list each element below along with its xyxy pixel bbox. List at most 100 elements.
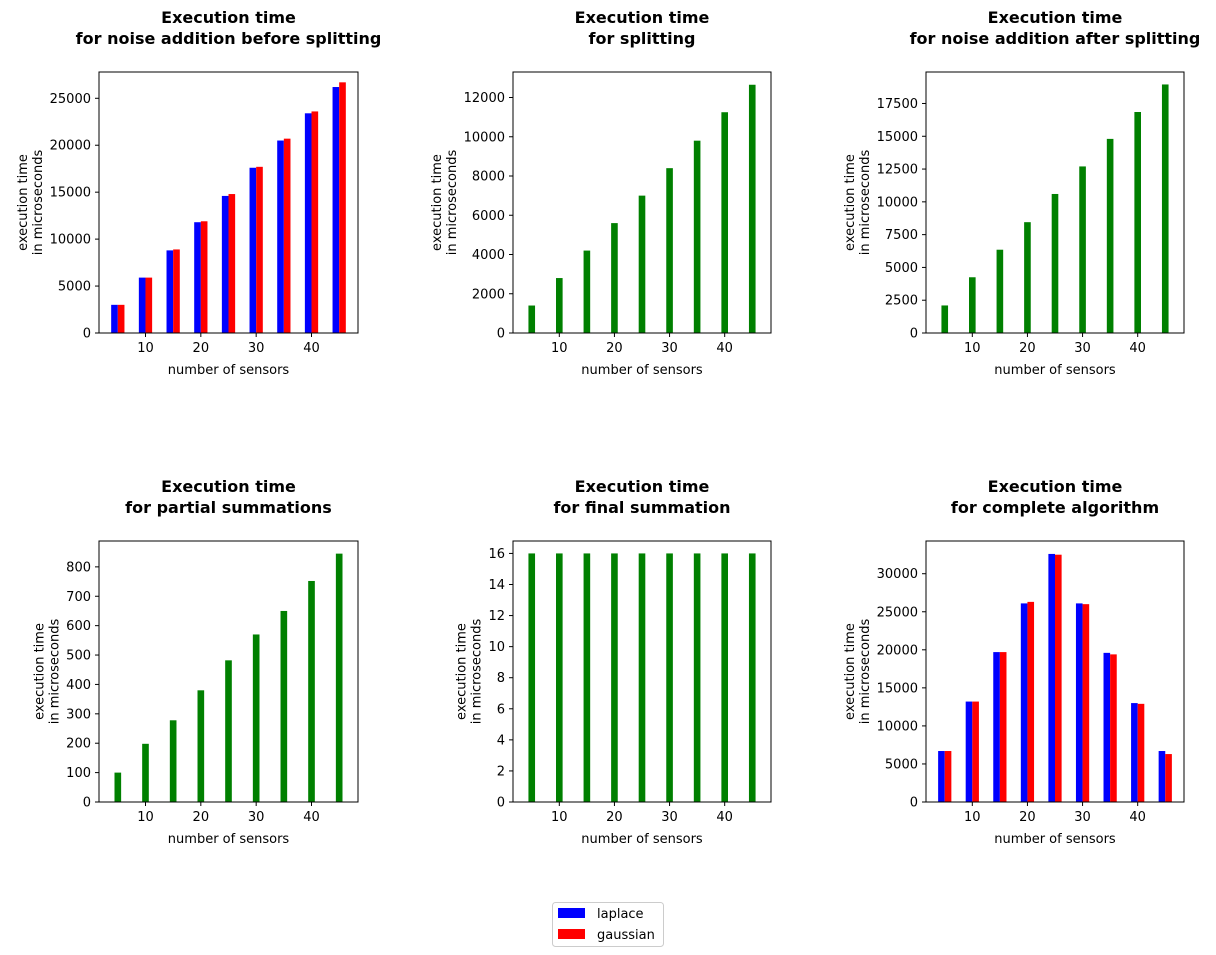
bar xyxy=(1024,222,1031,333)
y-tick-label: 0 xyxy=(83,327,91,342)
bar-gaussian xyxy=(339,82,346,334)
subplot-title: Execution time for final summation xyxy=(553,477,730,517)
bar xyxy=(693,553,701,802)
title-line: Execution time xyxy=(575,477,710,496)
x-tick-label: 20 xyxy=(1019,810,1036,825)
y-tick-label: 10 xyxy=(488,640,505,655)
x-tick-label: 40 xyxy=(1129,810,1146,825)
bar-laplace xyxy=(277,140,284,333)
y-axis-label: execution time xyxy=(843,623,858,720)
title-line: Execution time xyxy=(988,477,1123,496)
subplot-4: Execution time for partial summations 10 20… xyxy=(32,477,359,847)
subplot-title: Execution time for noise addition before … xyxy=(76,8,382,48)
x-tick-label: 40 xyxy=(716,341,733,356)
bar xyxy=(583,553,591,802)
bar xyxy=(941,305,949,333)
y-tick-label: 600 xyxy=(66,619,91,634)
legend: laplace gaussian xyxy=(552,902,664,947)
bar-gaussian xyxy=(200,221,208,333)
y-tick-label: 800 xyxy=(66,560,91,575)
axes-frame xyxy=(98,71,359,334)
bar xyxy=(1106,138,1114,333)
bar xyxy=(693,140,701,333)
bar-gaussian xyxy=(145,277,153,333)
y-tick-label: 8000 xyxy=(472,170,505,185)
bar xyxy=(748,84,756,333)
bar-gaussian xyxy=(972,701,979,802)
bar xyxy=(528,553,536,802)
legend-label-gaussian: gaussian xyxy=(597,928,655,943)
y-tick-label: 0 xyxy=(910,327,918,342)
title-line: for noise addition before splitting xyxy=(76,29,382,48)
bar-laplace xyxy=(332,87,340,334)
x-tick-label: 30 xyxy=(661,341,678,356)
title-line: for complete algorithm xyxy=(951,498,1159,517)
y-tick-label: 4000 xyxy=(472,248,505,263)
bar xyxy=(169,720,177,802)
x-tick-label: 10 xyxy=(551,810,568,825)
bar-laplace xyxy=(249,167,257,333)
y-tick-label: 10000 xyxy=(50,233,91,248)
bar-laplace xyxy=(1158,751,1166,802)
bar xyxy=(335,553,343,802)
y-tick-label: 25000 xyxy=(50,92,91,107)
subplot-title: Execution time for partial summations xyxy=(125,477,332,517)
bar-gaussian xyxy=(256,166,263,333)
axes-frame xyxy=(512,540,772,803)
bar xyxy=(556,278,563,333)
y-axis-label: in microseconds xyxy=(858,149,873,255)
bar xyxy=(1051,193,1059,333)
x-tick-label: 40 xyxy=(716,810,733,825)
y-tick-label: 6000 xyxy=(472,209,505,224)
y-tick-label: 30000 xyxy=(877,567,918,582)
x-tick-label: 10 xyxy=(964,341,981,356)
bar-laplace xyxy=(1103,652,1111,802)
bar-gaussian xyxy=(1055,554,1062,802)
subplot-2: Execution time for splitting 10 20 30 40 0 2000… xyxy=(430,8,772,378)
bar xyxy=(638,195,646,333)
bar xyxy=(611,223,618,333)
y-axis-label: in microseconds xyxy=(31,149,46,255)
bar xyxy=(225,660,232,802)
bar xyxy=(280,610,288,802)
bar xyxy=(721,112,728,333)
legend-swatch-gaussian xyxy=(558,929,585,939)
bar-gaussian xyxy=(311,111,319,333)
y-tick-label: 8 xyxy=(497,671,505,686)
subplot-3: Execution time for noise addition after s… xyxy=(843,8,1200,378)
y-tick-label: 14 xyxy=(488,578,505,593)
bar xyxy=(114,772,122,802)
x-tick-label: 20 xyxy=(606,810,623,825)
y-axis-label: execution time xyxy=(843,154,858,251)
bar xyxy=(666,168,673,333)
axes-frame xyxy=(98,540,359,803)
y-axis-label: in microseconds xyxy=(47,618,62,724)
title-line: Execution time xyxy=(161,8,296,27)
title-line: for final summation xyxy=(553,498,730,517)
y-tick-label: 12500 xyxy=(877,163,918,178)
y-tick-label: 2 xyxy=(497,764,505,779)
x-axis-label: number of sensors xyxy=(581,363,703,378)
x-tick-label: 30 xyxy=(1074,341,1091,356)
bar-laplace xyxy=(166,250,174,333)
y-axis-label: execution time xyxy=(455,623,470,720)
bar xyxy=(638,553,646,802)
bar-laplace xyxy=(1131,703,1138,802)
bar-laplace xyxy=(993,652,1000,802)
x-tick-label: 20 xyxy=(193,341,210,356)
bar-gaussian xyxy=(944,751,952,802)
bar-gaussian xyxy=(1082,604,1090,802)
y-tick-label: 0 xyxy=(910,796,918,811)
y-tick-label: 20000 xyxy=(877,643,918,658)
y-axis-label: in microseconds xyxy=(445,149,460,255)
y-tick-label: 10000 xyxy=(464,130,505,145)
bar-laplace xyxy=(1020,603,1028,802)
x-axis-label: number of sensors xyxy=(168,363,290,378)
x-axis-label: number of sensors xyxy=(168,832,290,847)
y-tick-label: 10000 xyxy=(877,195,918,210)
x-tick-label: 40 xyxy=(303,341,320,356)
bar xyxy=(583,250,591,333)
bar-laplace xyxy=(111,304,118,333)
y-tick-label: 25000 xyxy=(877,605,918,620)
y-tick-label: 300 xyxy=(66,707,91,722)
